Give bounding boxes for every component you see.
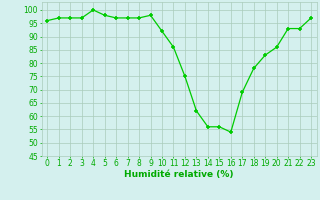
X-axis label: Humidité relative (%): Humidité relative (%) xyxy=(124,170,234,179)
